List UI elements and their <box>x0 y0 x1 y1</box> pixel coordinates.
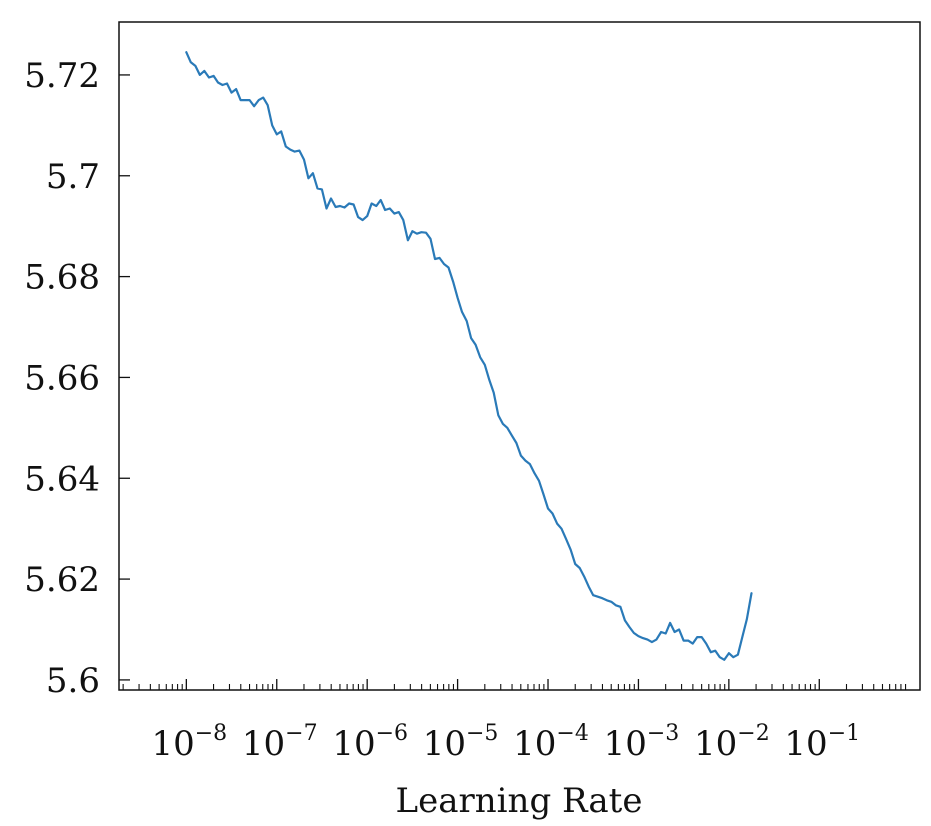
x-tick-label-base: 10 <box>242 724 285 764</box>
plot-frame <box>118 21 921 691</box>
y-tick-label: 5.72 <box>24 56 100 96</box>
x-axis-label: Learning Rate <box>396 781 643 821</box>
y-tick-label: 5.6 <box>46 661 100 701</box>
y-tick-label: 5.7 <box>46 157 100 197</box>
x-tick-label: 10−8 <box>151 721 227 764</box>
x-tick-label-base: 10 <box>513 724 556 764</box>
x-tick-label-base: 10 <box>784 724 827 764</box>
x-tick-label-base: 10 <box>151 724 194 764</box>
x-tick-label-exponent: −4 <box>556 721 588 746</box>
x-tick-label: 10−2 <box>694 721 770 764</box>
x-tick-label: 10−6 <box>332 721 408 764</box>
x-minor-ticks <box>122 684 907 690</box>
x-tick-labels: 10−8 10−7 10−6 10−5 10−4 10−3 10−2 10−1 <box>151 721 860 764</box>
y-ticks <box>119 74 130 681</box>
y-tick-label: 5.66 <box>24 358 100 398</box>
loss-curve <box>185 51 753 661</box>
x-major-ticks <box>185 679 820 690</box>
x-tick-label: 10−3 <box>604 721 680 764</box>
x-tick-label-base: 10 <box>694 724 737 764</box>
x-tick-label-exponent: −8 <box>195 721 227 746</box>
x-tick-label-exponent: −3 <box>647 721 679 746</box>
y-tick-label: 5.68 <box>24 258 100 298</box>
x-tick-label: 10−5 <box>423 721 499 764</box>
x-tick-label-exponent: −6 <box>376 721 408 746</box>
y-tick-label: 5.64 <box>24 459 100 499</box>
x-tick-label-exponent: −2 <box>737 721 769 746</box>
x-tick-label-exponent: −5 <box>466 721 498 746</box>
y-tick-labels: 5.6 5.62 5.64 5.66 5.68 5.7 5.72 <box>24 56 100 701</box>
x-tick-label-base: 10 <box>604 724 647 764</box>
x-tick-label-exponent: −7 <box>285 721 317 746</box>
x-tick-label-base: 10 <box>332 724 375 764</box>
x-tick-label-exponent: −1 <box>828 721 860 746</box>
y-tick-label: 5.62 <box>24 560 100 600</box>
x-tick-label: 10−4 <box>513 721 589 764</box>
x-tick-label: 10−1 <box>784 721 860 764</box>
x-tick-label: 10−7 <box>242 721 318 764</box>
x-tick-label-base: 10 <box>423 724 466 764</box>
